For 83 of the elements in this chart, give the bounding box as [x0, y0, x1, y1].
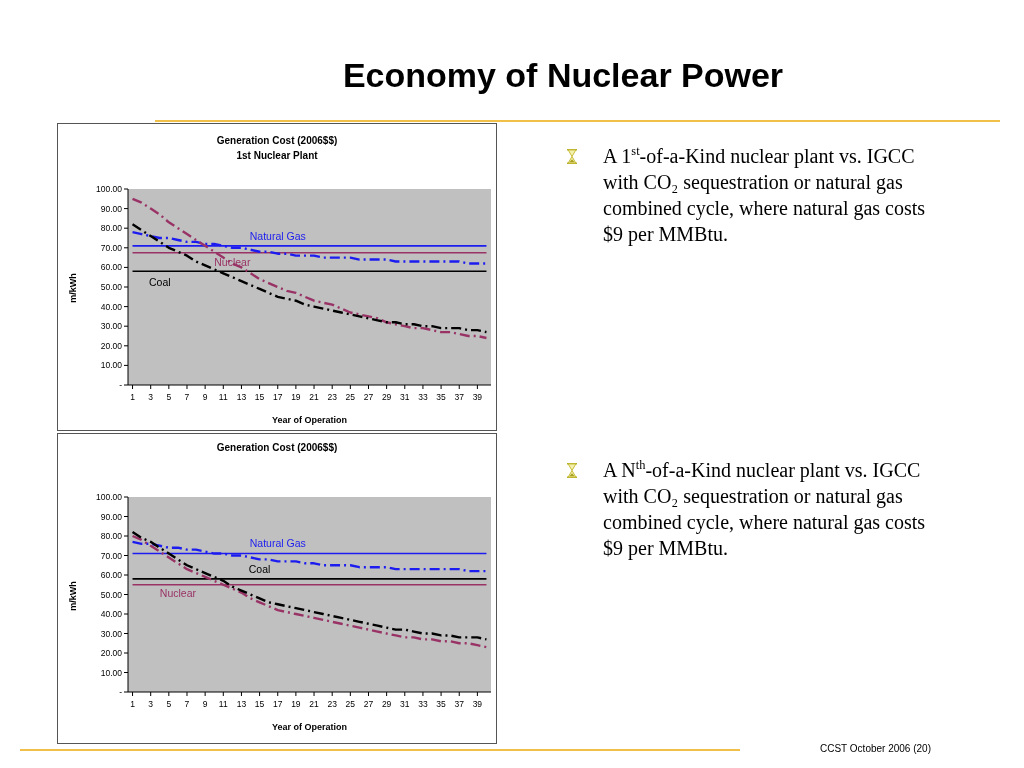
x-axis-title: Year of Operation — [271, 415, 348, 425]
series-label: Natural Gas — [249, 537, 306, 550]
legend-label: Coal — [148, 276, 171, 289]
y-tick-label: 50.00 — [100, 282, 123, 293]
x-tick-label: 35 — [436, 699, 447, 710]
y-tick-label: - — [119, 380, 123, 391]
x-tick-label: 27 — [363, 699, 374, 710]
line-series — [131, 197, 488, 340]
x-tick-label: 1 — [130, 699, 136, 710]
x-tick-label: 31 — [400, 699, 410, 710]
x-tick-label: 37 — [454, 699, 465, 710]
y-tick-label: 90.00 — [100, 511, 123, 522]
y-tick-label: 90.00 — [100, 203, 123, 214]
x-tick-label: 39 — [472, 392, 483, 403]
x-tick-label: 7 — [184, 392, 190, 403]
chart-title: Generation Cost (2006$$) — [215, 442, 339, 454]
x-tick-label: 1 — [130, 392, 136, 403]
y-axis-title: m/kWh — [68, 580, 78, 611]
y-tick-label: 80.00 — [100, 531, 123, 542]
x-tick-label: 17 — [273, 699, 283, 710]
x-tick-label: 33 — [418, 699, 428, 710]
y-tick-label: 10.00 — [100, 360, 123, 371]
x-tick-label: 33 — [418, 392, 428, 403]
x-tick-label: 3 — [148, 392, 154, 403]
x-tick-label: 37 — [454, 392, 465, 403]
y-tick-label: 20.00 — [100, 340, 123, 351]
x-tick-label: 3 — [148, 699, 154, 710]
y-tick-label: 100.00 — [96, 184, 123, 195]
text: Economy of Nuclear Power — [341, 55, 785, 95]
line-series — [131, 230, 488, 265]
y-axis-title: m/kWh — [68, 273, 78, 303]
x-tick-label: 21 — [309, 392, 320, 403]
y-tick-label: 40.00 — [100, 301, 123, 312]
chart-title: Generation Cost (2006$$) — [215, 135, 339, 147]
x-tick-label: 13 — [236, 392, 247, 403]
y-tick-label: 30.00 — [100, 321, 123, 332]
series-label: Natural Gas — [249, 229, 306, 242]
x-tick-label: 23 — [327, 699, 338, 710]
x-tick-label: 7 — [184, 699, 190, 710]
series-label: Nuclear — [159, 586, 197, 599]
x-tick-label: 35 — [436, 392, 447, 403]
series-label: Nuclear — [214, 256, 251, 269]
y-tick-label: 30.00 — [100, 628, 123, 639]
x-tick-label: 13 — [236, 699, 247, 710]
x-tick-label: 11 — [218, 699, 228, 710]
x-tick-label: 23 — [327, 392, 338, 403]
x-tick-label: 9 — [202, 392, 208, 403]
x-tick-label: 11 — [218, 392, 228, 403]
x-tick-label: 25 — [345, 392, 356, 403]
y-tick-label: 60.00 — [100, 570, 123, 581]
x-tick-label: 15 — [254, 392, 265, 403]
line-series — [131, 540, 488, 573]
x-tick-label: 19 — [291, 392, 301, 403]
text: A 1$^{st}$-of-a-Kind nuclear plant vs. IGCC with CO₂ sequestration or natural gas combined cycle, where natural gas costs $9 per MMBtu. — [603, 143, 927, 247]
line-series — [131, 223, 488, 334]
y-tick-label: 100.00 — [96, 492, 123, 503]
x-tick-label: 31 — [400, 392, 410, 403]
x-tick-label: 15 — [254, 699, 265, 710]
x-tick-label: 29 — [381, 699, 392, 710]
x-tick-label: 5 — [166, 699, 172, 710]
y-tick-label: - — [119, 687, 123, 698]
x-tick-label: 21 — [309, 699, 320, 710]
y-tick-label: 50.00 — [100, 589, 123, 600]
x-tick-label: 29 — [381, 392, 392, 403]
x-tick-label: 5 — [166, 392, 172, 403]
x-tick-label: 39 — [472, 699, 483, 710]
x-tick-label: 25 — [345, 699, 356, 710]
y-tick-label: 20.00 — [100, 648, 123, 659]
text: CCST October 2006 (20) — [820, 743, 932, 754]
x-tick-label: 9 — [202, 699, 208, 710]
series-label: Coal — [248, 562, 271, 575]
y-tick-label: 70.00 — [100, 550, 123, 561]
x-tick-label: 27 — [363, 392, 374, 403]
x-tick-label: 19 — [291, 699, 301, 710]
y-tick-label: 40.00 — [100, 609, 123, 620]
chart-subtitle: 1st Nuclear Plant — [235, 150, 319, 162]
y-tick-label: 70.00 — [100, 242, 123, 253]
x-tick-label: 17 — [273, 392, 283, 403]
x-axis-title: Year of Operation — [271, 722, 348, 732]
y-tick-label: 10.00 — [100, 667, 123, 678]
y-tick-label: 80.00 — [100, 223, 123, 234]
text: A N$^{th}$-of-a-Kind nuclear plant vs. IGCC with CO₂ sequestration or natural gas combined cycle, where natural gas costs $9 per MMBtu. — [603, 457, 927, 561]
y-tick-label: 60.00 — [100, 262, 123, 273]
